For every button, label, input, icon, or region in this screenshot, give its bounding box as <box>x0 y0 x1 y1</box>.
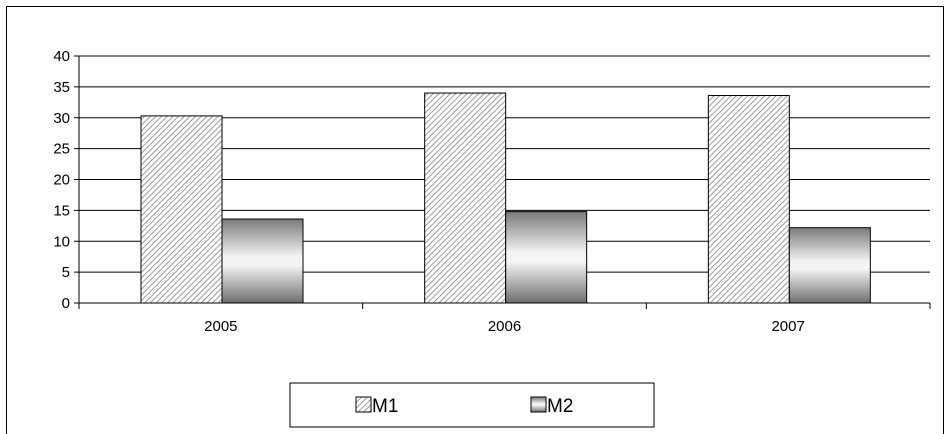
legend-box <box>289 382 655 428</box>
legend-label-m2: M2 <box>547 396 573 417</box>
bar-m2-2007 <box>788 227 871 304</box>
y-tick-label: 20 <box>53 172 70 189</box>
bar-m1-2005 <box>140 115 223 304</box>
y-tick-label: 30 <box>53 110 70 127</box>
y-tick-label: 5 <box>62 264 70 281</box>
legend-swatch-m1 <box>355 396 372 413</box>
chart-frame <box>6 6 944 434</box>
x-tick-label: 2005 <box>204 318 237 335</box>
bar-m2-2006 <box>505 211 588 304</box>
x-tick-labels: 2005 2006 2007 <box>204 318 805 335</box>
x-tick-label: 2006 <box>488 318 521 335</box>
bar-m1-2007 <box>707 95 790 304</box>
y-tick-label: 10 <box>53 233 70 250</box>
y-tick-label: 40 <box>53 48 70 65</box>
legend-label-m1: M1 <box>372 396 398 417</box>
axes <box>78 56 931 309</box>
y-tick-label: 0 <box>62 295 70 312</box>
legend-swatch-m2 <box>530 396 547 413</box>
y-tick-label: 35 <box>53 79 70 96</box>
legend: M1 M2 <box>289 382 655 428</box>
bar-m2-2005 <box>221 218 304 304</box>
bars <box>140 92 871 304</box>
y-tick-label: 15 <box>53 202 70 219</box>
y-tick-label: 25 <box>53 141 70 158</box>
bar-m1-2006 <box>424 92 507 304</box>
x-tick-label: 2007 <box>771 318 804 335</box>
y-tick-labels: 0 5 10 15 20 25 30 35 40 <box>53 48 70 312</box>
